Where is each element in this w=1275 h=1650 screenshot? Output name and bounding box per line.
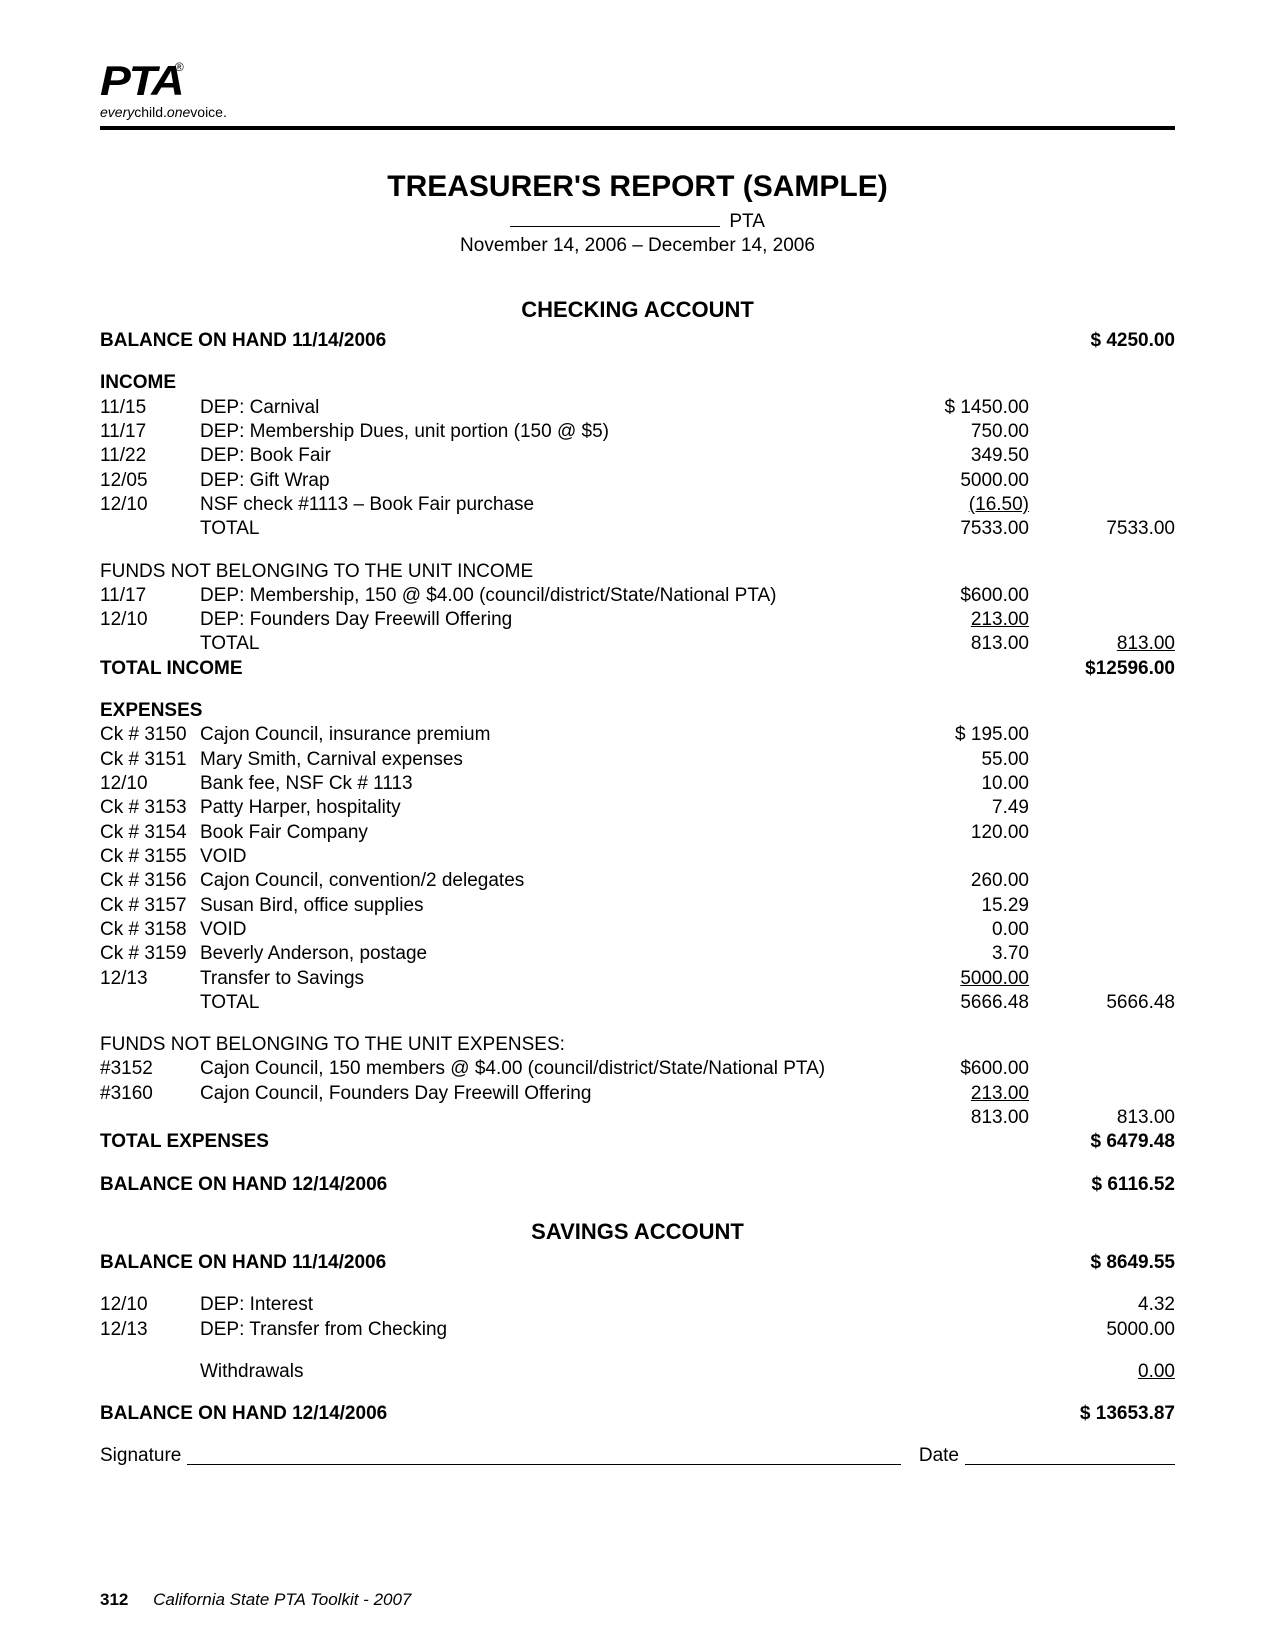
pta-suffix: PTA xyxy=(724,211,765,232)
page: PTA® everychild.onevoice. TREASURER'S RE… xyxy=(0,0,1275,1650)
logo-tagline: everychild.onevoice. xyxy=(100,104,1175,120)
income-head: INCOME xyxy=(100,371,1175,395)
footer-text: California State PTA Toolkit - 2007 xyxy=(153,1590,411,1609)
header-rule xyxy=(100,126,1175,130)
signature-line xyxy=(187,1445,901,1466)
line-item: Ck # 3159Beverly Anderson, postage3.70 xyxy=(100,942,1175,966)
signature-label: Signature xyxy=(100,1445,181,1467)
pta-name-blank xyxy=(510,208,720,227)
funds-exp-head: FUNDS NOT BELONGING TO THE UNIT EXPENSES… xyxy=(100,1033,1175,1057)
checking-open-balance: BALANCE ON HAND 11/14/2006 $ 4250.00 xyxy=(100,329,1175,353)
checking-head: CHECKING ACCOUNT xyxy=(100,297,1175,323)
line-item: Ck # 3158VOID0.00 xyxy=(100,918,1175,942)
page-number: 312 xyxy=(100,1590,128,1609)
logo-block: PTA® everychild.onevoice. xyxy=(100,60,1175,120)
line-item: 11/17DEP: Membership, 150 @ $4.00 (counc… xyxy=(100,584,1175,608)
pta-name-line: PTA xyxy=(100,208,1175,233)
checking-content: BALANCE ON HAND 11/14/2006 $ 4250.00 INC… xyxy=(100,329,1175,1197)
line-item: 12/10NSF check #1113 – Book Fair purchas… xyxy=(100,493,1175,517)
line-item: #3152Cajon Council, 150 members @ $4.00 … xyxy=(100,1057,1175,1081)
savings-head: SAVINGS ACCOUNT xyxy=(100,1219,1175,1245)
line-item: 11/22DEP: Book Fair349.50 xyxy=(100,444,1175,468)
line-item: Ck # 3157Susan Bird, office supplies15.2… xyxy=(100,894,1175,918)
checking-close-balance: BALANCE ON HAND 12/14/2006 $ 6116.52 xyxy=(100,1173,1175,1197)
line-item: 12/13DEP: Transfer from Checking5000.00 xyxy=(100,1318,1175,1342)
savings-open-balance: BALANCE ON HAND 11/14/2006 $ 8649.55 xyxy=(100,1251,1175,1275)
line-item: 12/10DEP: Interest4.32 xyxy=(100,1293,1175,1317)
report-title: TREASURER'S REPORT (SAMPLE) xyxy=(100,170,1175,204)
line-item: Ck # 3153Patty Harper, hospitality7.49 xyxy=(100,796,1175,820)
withdrawals-row: Withdrawals 0.00 xyxy=(100,1360,1175,1384)
date-label: Date xyxy=(919,1445,959,1467)
date-range: November 14, 2006 – December 14, 2006 xyxy=(100,235,1175,257)
expenses-head: EXPENSES xyxy=(100,699,1175,723)
funds-income-head: FUNDS NOT BELONGING TO THE UNIT INCOME xyxy=(100,560,1175,584)
expense-total-row: TOTAL 5666.48 5666.48 xyxy=(100,991,1175,1015)
title-block: TREASURER'S REPORT (SAMPLE) PTA November… xyxy=(100,170,1175,257)
line-item: 12/13Transfer to Savings5000.00 xyxy=(100,967,1175,991)
funds-exp-total-row: 813.00 813.00 xyxy=(100,1106,1175,1130)
footer: 312 California State PTA Toolkit - 2007 xyxy=(100,1590,411,1610)
line-item: Ck # 3150Cajon Council, insurance premiu… xyxy=(100,723,1175,747)
line-item: Ck # 3155VOID xyxy=(100,845,1175,869)
line-item: Ck # 3156Cajon Council, convention/2 del… xyxy=(100,869,1175,893)
income-total-row: TOTAL 7533.00 7533.00 xyxy=(100,517,1175,541)
logo-main: PTA xyxy=(100,60,182,102)
date-line xyxy=(965,1445,1175,1466)
line-item: 12/10Bank fee, NSF Ck # 111310.00 xyxy=(100,772,1175,796)
total-income-row: TOTAL INCOME $12596.00 xyxy=(100,657,1175,681)
line-item: 12/10DEP: Founders Day Freewill Offering… xyxy=(100,608,1175,632)
line-item: Ck # 3154Book Fair Company120.00 xyxy=(100,821,1175,845)
line-item: Ck # 3151Mary Smith, Carnival expenses55… xyxy=(100,748,1175,772)
line-item: 12/05DEP: Gift Wrap5000.00 xyxy=(100,469,1175,493)
funds-income-total-row: TOTAL 813.00 813.00 xyxy=(100,632,1175,656)
line-item: #3160Cajon Council, Founders Day Freewil… xyxy=(100,1082,1175,1106)
savings-close-balance: BALANCE ON HAND 12/14/2006 $ 13653.87 xyxy=(100,1402,1175,1426)
savings-content: BALANCE ON HAND 11/14/2006 $ 8649.55 12/… xyxy=(100,1251,1175,1427)
total-expenses-row: TOTAL EXPENSES $ 6479.48 xyxy=(100,1130,1175,1154)
line-item: 11/17DEP: Membership Dues, unit portion … xyxy=(100,420,1175,444)
line-item: 11/15DEP: Carnival$ 1450.00 xyxy=(100,396,1175,420)
signature-row: Signature Date xyxy=(100,1445,1175,1467)
